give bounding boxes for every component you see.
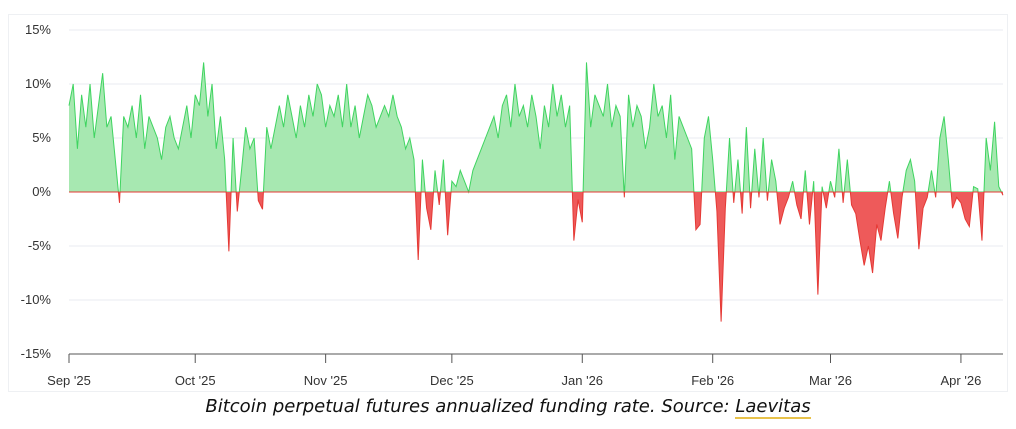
area-series	[68, 62, 1004, 322]
x-tick-label: Nov '25	[304, 373, 348, 388]
positive-area	[69, 62, 1003, 193]
x-tick-label: Dec '25	[430, 373, 474, 388]
y-tick-label: 15%	[25, 22, 51, 37]
y-tick-label: 0%	[32, 184, 51, 199]
x-tick-label: Oct '25	[175, 373, 216, 388]
funding-rate-chart: -15% -10% -5% 0% 5% 10% 15% Sep '25 Oct '25 Nov …	[21, 22, 1004, 388]
x-axis	[68, 353, 1003, 363]
x-tick-label: Feb '26	[691, 373, 734, 388]
x-tick-label: Jan '26	[562, 373, 604, 388]
negative-line	[69, 191, 1004, 322]
y-tick-label: 5%	[32, 130, 51, 145]
x-tick-label: Sep '25	[47, 373, 91, 388]
y-axis-labels: -15% -10% -5% 0% 5% 10% 15%	[21, 22, 52, 361]
x-tick-label: Mar '26	[809, 373, 852, 388]
caption-text: Bitcoin perpetual futures annualized fun…	[205, 396, 736, 417]
source-link[interactable]: Laevitas	[735, 396, 811, 419]
x-tick-label: Apr '26	[941, 373, 982, 388]
y-tick-label: -15%	[21, 346, 52, 361]
y-tick-label: -5%	[28, 238, 52, 253]
chart-caption: Bitcoin perpetual futures annualized fun…	[0, 396, 1016, 419]
x-axis-labels: Sep '25 Oct '25 Nov '25 Dec '25 Jan '26 Feb '…	[47, 373, 981, 388]
y-tick-label: -10%	[21, 292, 52, 307]
y-tick-label: 10%	[25, 76, 51, 91]
chart-container: -15% -10% -5% 0% 5% 10% 15% Sep '25 Oct '25 Nov …	[8, 14, 1008, 392]
